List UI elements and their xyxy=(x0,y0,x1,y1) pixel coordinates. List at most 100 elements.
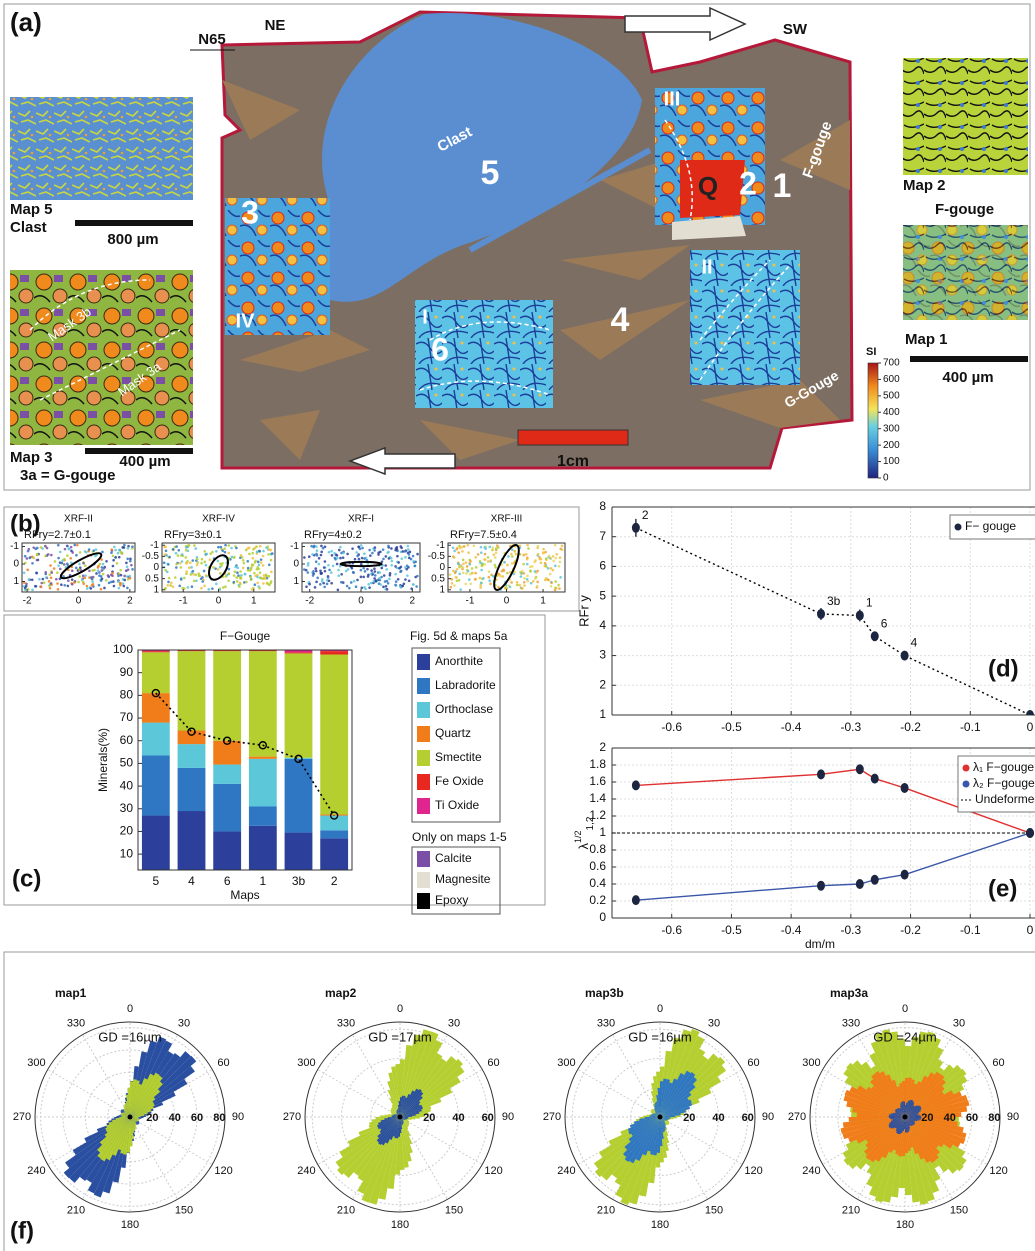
scatter-dot xyxy=(384,585,388,588)
angle-label: 60 xyxy=(217,1057,229,1069)
rose-wedge xyxy=(660,1117,664,1140)
scatter-dot xyxy=(200,561,203,565)
scatter-dot xyxy=(341,556,345,559)
rose-wedge xyxy=(377,1117,400,1130)
scatter-dot xyxy=(98,562,102,566)
scatter-dot xyxy=(315,549,319,553)
angle-label: 150 xyxy=(445,1204,463,1216)
polar-center xyxy=(127,1114,133,1120)
scatter-dot xyxy=(373,567,376,570)
rose-wedge xyxy=(842,1117,905,1140)
scatter-dot xyxy=(261,577,264,581)
scatter-dot xyxy=(241,566,245,570)
plot-area xyxy=(631,518,1034,715)
rose-wedge xyxy=(660,1117,667,1128)
legend-label: Magnesite xyxy=(435,872,491,886)
polar-grid xyxy=(341,1058,459,1176)
data-point xyxy=(817,608,825,619)
scatter-dot xyxy=(349,581,353,584)
scatter-dot xyxy=(479,545,483,549)
angle-label: 90 xyxy=(762,1111,774,1123)
scatter-dot xyxy=(113,545,116,549)
rose-wedge xyxy=(660,1082,673,1117)
y-tick-label: 80 xyxy=(120,688,134,702)
scatter-dot xyxy=(35,553,39,557)
rose-wedge xyxy=(869,1079,905,1117)
rose-wedge xyxy=(902,1101,905,1117)
scatter-dot xyxy=(530,565,534,568)
scatter-dot xyxy=(495,547,498,550)
rose-wedge xyxy=(843,1095,905,1117)
scale-bar xyxy=(910,356,1028,362)
bar-segment xyxy=(213,764,242,784)
scatter-dot xyxy=(22,571,26,575)
bar-segment xyxy=(177,744,206,768)
scatter-dot xyxy=(320,579,324,583)
scatter-dot xyxy=(106,574,110,577)
angle-label: 240 xyxy=(27,1165,45,1177)
scatter-dot xyxy=(499,574,502,578)
scatter-dot xyxy=(522,571,526,575)
y-tick-label: 20 xyxy=(120,824,134,838)
rose-wedge xyxy=(889,1117,905,1125)
x-tick-label: -2 xyxy=(23,596,32,607)
rose-wedge xyxy=(650,1117,660,1155)
scatter-dot xyxy=(458,544,461,548)
rose-wedge xyxy=(905,1099,912,1117)
scatter-dot xyxy=(306,571,310,574)
rose-wedge xyxy=(660,1102,693,1117)
rose-wedge xyxy=(905,1117,941,1155)
scatter-dot xyxy=(365,558,369,562)
rose-wedge xyxy=(892,1117,905,1121)
x-tick-label: -0.6 xyxy=(661,720,682,734)
scatter-dot xyxy=(55,577,58,581)
rose-wedge xyxy=(384,1117,400,1120)
y-axis-label: λ1/21,2 xyxy=(573,816,595,849)
map-subtitle: 3a = G-gouge xyxy=(20,467,115,484)
bar-segment xyxy=(141,652,170,694)
scatter-dot xyxy=(78,551,82,554)
scatter-dot xyxy=(194,573,198,577)
rose-wedge xyxy=(130,1089,161,1117)
scatter-dot xyxy=(317,556,321,560)
bar-segment xyxy=(213,831,242,870)
rose-wedge xyxy=(905,1117,936,1164)
scatter-dot xyxy=(232,580,236,584)
scale-bar xyxy=(517,429,629,446)
rose-wedge xyxy=(846,1101,905,1117)
rose-wedge xyxy=(130,1114,145,1117)
scatter-dot xyxy=(394,580,398,583)
legend-label: Quartz xyxy=(435,726,471,740)
scatter-dot xyxy=(26,568,29,572)
scatter-dot xyxy=(223,547,226,550)
scatter-dot xyxy=(366,567,369,571)
legend-frame xyxy=(411,647,501,823)
rose-wedge xyxy=(126,1094,130,1117)
rose-wedge xyxy=(387,1080,400,1117)
scatter-dot xyxy=(380,575,383,579)
legend-swatch xyxy=(417,678,430,694)
scatter-dot xyxy=(25,582,28,586)
radius-label: 20 xyxy=(423,1112,435,1124)
scatter-dot xyxy=(336,556,339,560)
scatter-dot xyxy=(44,544,47,548)
scatter-dot xyxy=(339,545,342,549)
y-tick-label: 50 xyxy=(120,756,134,770)
scatter-dot xyxy=(362,575,365,579)
scatter-dot xyxy=(58,550,62,554)
angle-label: 150 xyxy=(175,1204,193,1216)
plot-area xyxy=(612,764,1034,906)
scatter-dot xyxy=(177,548,181,552)
scatter-dot xyxy=(554,556,558,560)
scatter-dot xyxy=(57,564,60,567)
legend-frame xyxy=(411,846,501,915)
scatter-dot xyxy=(395,548,399,551)
scatter-dot xyxy=(258,544,262,548)
scatter-dot xyxy=(373,546,377,549)
scatter-dot xyxy=(187,566,191,570)
scatter-dot xyxy=(110,548,114,552)
rose-wedge xyxy=(130,1081,163,1117)
scatter-dot xyxy=(559,576,562,579)
scatter-dot xyxy=(363,586,366,589)
scatter-dot xyxy=(338,564,342,568)
